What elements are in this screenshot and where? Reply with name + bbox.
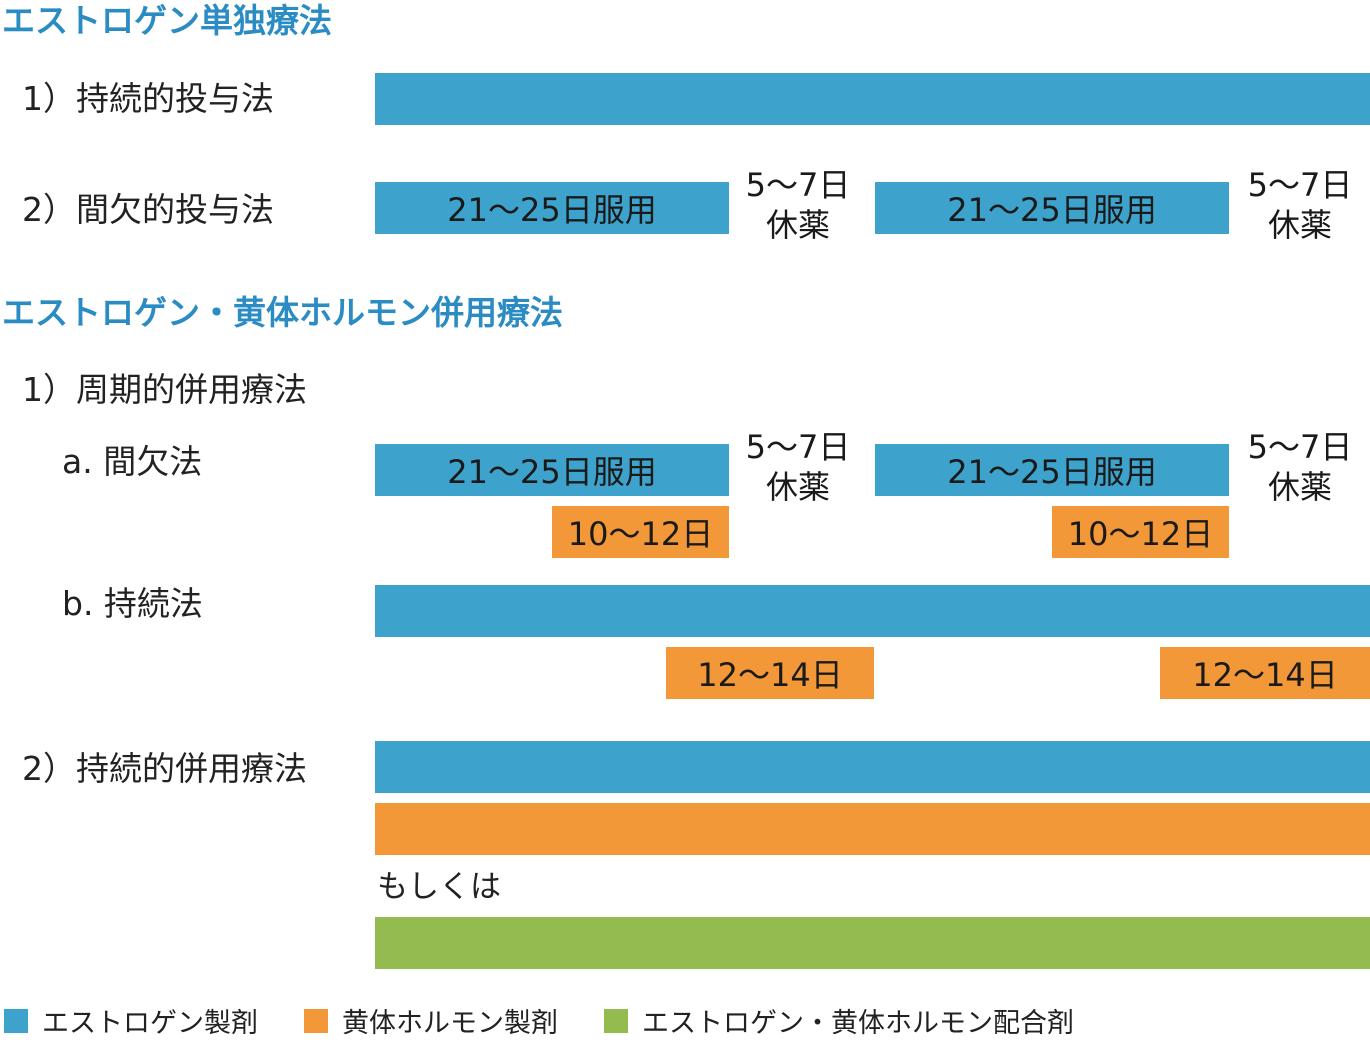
estrogen-bar-cyclic-a-2: 21〜25日服用 — [875, 444, 1229, 496]
progestin-bar-cyclic-a-2: 10〜12日 — [1052, 506, 1229, 558]
legend-swatch-estrogen — [4, 1008, 28, 1033]
estrogen-bar-cyclic-b — [375, 585, 1370, 637]
legend-label-combination: エストロゲン・黄体ホルモン配合剤 — [642, 1008, 1074, 1039]
row-continuous-admin-label: 1）持続的投与法 — [22, 79, 274, 118]
rest-period-label-4: 5〜7日 休薬 — [1240, 427, 1360, 507]
legend-item-combination: エストロゲン・黄体ホルモン配合剤 — [604, 1001, 1074, 1040]
legend-swatch-progestin — [304, 1008, 328, 1033]
rest-days: 5〜7日 — [745, 428, 851, 466]
legend-item-progestin: 黄体ホルモン製剤 — [304, 1001, 558, 1040]
progestin-bar-cyclic-b-2: 12〜14日 — [1160, 647, 1370, 699]
row-intermittent-admin-label: 2）間欠的投与法 — [22, 190, 274, 229]
rest-text: 休薬 — [1267, 468, 1332, 506]
section2-title: エストロゲン・黄体ホルモン併用療法 — [2, 293, 563, 332]
combination-bar — [375, 917, 1370, 969]
legend-label-estrogen: エストロゲン製剤 — [42, 1008, 258, 1039]
legend-swatch-combination — [604, 1008, 628, 1033]
or-text: もしくは — [377, 869, 501, 905]
estrogen-bar-intermittent-1: 21〜25日服用 — [375, 182, 729, 234]
legend-item-estrogen: エストロゲン製剤 — [4, 1001, 258, 1040]
estrogen-bar-continuous-combined — [375, 741, 1370, 793]
rest-text: 休薬 — [1267, 206, 1332, 244]
estrogen-bar-continuous — [375, 73, 1370, 125]
rest-period-label-2: 5〜7日 休薬 — [1240, 165, 1360, 245]
estrogen-bar-intermittent-2: 21〜25日服用 — [875, 182, 1229, 234]
progestin-bar-cyclic-a-1: 10〜12日 — [552, 506, 729, 558]
rest-text: 休薬 — [765, 468, 830, 506]
progestin-bar-continuous-combined — [375, 803, 1370, 855]
sub-a-intermittent-label: a. 間欠法 — [62, 442, 203, 481]
cyclic-combined-label: 1）周期的併用療法 — [22, 370, 307, 409]
estrogen-bar-cyclic-a-1: 21〜25日服用 — [375, 444, 729, 496]
continuous-combined-label: 2）持続的併用療法 — [22, 749, 307, 788]
legend-label-progestin: 黄体ホルモン製剤 — [342, 1008, 558, 1039]
rest-period-label-1: 5〜7日 休薬 — [738, 165, 858, 245]
rest-days: 5〜7日 — [1247, 428, 1353, 466]
rest-days: 5〜7日 — [1247, 166, 1353, 204]
rest-text: 休薬 — [765, 206, 830, 244]
rest-period-label-3: 5〜7日 休薬 — [738, 427, 858, 507]
rest-days: 5〜7日 — [745, 166, 851, 204]
progestin-bar-cyclic-b-1: 12〜14日 — [666, 647, 874, 699]
section1-title: エストロゲン単独療法 — [2, 1, 332, 40]
sub-b-continuous-label: b. 持続法 — [62, 584, 203, 623]
